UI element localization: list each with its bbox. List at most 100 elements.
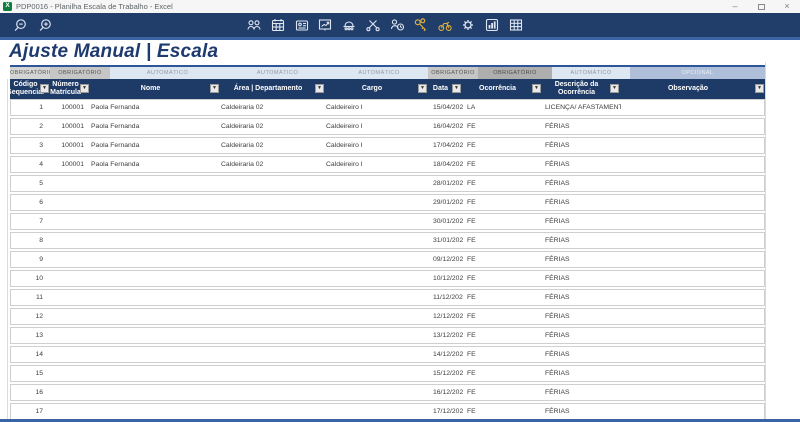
- column-header-data: Data ▼: [428, 79, 462, 99]
- cell-cargo: Caldeireiro I: [326, 104, 363, 111]
- table-row[interactable]: 13 13/12/2022 FE FÉRIAS: [10, 327, 765, 344]
- category-label-8: AUTOMÁTICO: [552, 67, 630, 79]
- table-row[interactable]: 14 14/12/2022 FE FÉRIAS: [10, 346, 765, 363]
- cell-nome: Paola Fernanda: [91, 104, 140, 111]
- cell-desc: FÉRIAS: [545, 199, 570, 206]
- table-row[interactable]: 11 11/12/2022 FE FÉRIAS: [10, 289, 765, 306]
- table-row[interactable]: 10 10/12/2022 FE FÉRIAS: [10, 270, 765, 287]
- cell-nome: [91, 214, 221, 229]
- cell-mat: 100001: [61, 142, 84, 149]
- table-row[interactable]: 1 100001 Paola Fernanda Caldeiraria 02 Calde…: [10, 99, 765, 116]
- filter-dropdown-cargo[interactable]: ▼: [418, 84, 427, 93]
- escala-table: OBRIGATÓRIO OBRIGATÓRIO AUTOMÁTICO AUTOMÁTI…: [10, 65, 765, 422]
- cell-oc: FE: [467, 199, 476, 206]
- filter-dropdown-oc[interactable]: ▼: [532, 84, 541, 93]
- shift-clock-icon[interactable]: [389, 17, 405, 33]
- cell-obs: [621, 252, 766, 267]
- cell-nome: Paola Fernanda: [91, 123, 140, 130]
- table-row[interactable]: 16 16/12/2022 FE FÉRIAS: [10, 384, 765, 401]
- cell-cargo: [326, 252, 429, 267]
- cell-data: 10/12/2022: [433, 275, 463, 282]
- cell-nome: [91, 195, 221, 210]
- cell-oc: FE: [467, 313, 476, 320]
- cell-cargo: Caldeireiro I: [326, 161, 363, 168]
- cell-cargo: [326, 366, 429, 381]
- zoom-controls: [12, 17, 53, 33]
- table-row[interactable]: 17 17/12/2022 FE FÉRIAS: [10, 403, 765, 420]
- table-row[interactable]: 15 15/12/2022 FE FÉRIAS: [10, 365, 765, 382]
- close-button[interactable]: ×: [784, 1, 790, 11]
- team-icon[interactable]: [246, 17, 262, 33]
- maximize-button[interactable]: [748, 0, 774, 13]
- cell-nome: [91, 309, 221, 324]
- filter-dropdown-data[interactable]: ▼: [452, 84, 461, 93]
- table-row[interactable]: 8 31/01/2022 FE FÉRIAS: [10, 232, 765, 249]
- table-row[interactable]: 3 100001 Paola Fernanda Caldeiraria 02 Calde…: [10, 137, 765, 154]
- filter-dropdown-nome[interactable]: ▼: [210, 84, 219, 93]
- cell-area: [221, 366, 326, 381]
- tools-icon[interactable]: [365, 17, 381, 33]
- calendar-icon[interactable]: [270, 17, 286, 33]
- category-label-1: OBRIGATÓRIO: [10, 67, 50, 79]
- table-row[interactable]: 4 100001 Paola Fernanda Caldeiraria 02 Calde…: [10, 156, 765, 173]
- cell-mat: 100001: [61, 161, 84, 168]
- cell-desc: FÉRIAS: [545, 408, 570, 415]
- table-row[interactable]: 6 29/01/2022 FE FÉRIAS: [10, 194, 765, 211]
- filter-dropdown-obs[interactable]: ▼: [755, 84, 764, 93]
- cell-area: [221, 176, 326, 191]
- machine-icon[interactable]: [341, 17, 357, 33]
- chart-board-icon[interactable]: [317, 17, 333, 33]
- zoom-in-button[interactable]: [37, 17, 53, 33]
- table-row[interactable]: 7 30/01/2022 FE FÉRIAS: [10, 213, 765, 230]
- filter-dropdown-mat[interactable]: ▼: [80, 84, 89, 93]
- cell-oc: FE: [467, 180, 476, 187]
- cell-desc: LICENÇA/ AFASTAMENTO: [545, 104, 621, 111]
- cell-nome: [91, 328, 221, 343]
- table-row[interactable]: 12 12/12/2022 FE FÉRIAS: [10, 308, 765, 325]
- cell-mat: [51, 176, 91, 191]
- cell-mat: [51, 271, 91, 286]
- cell-mat: [51, 385, 91, 400]
- cell-obs: [621, 328, 766, 343]
- cell-desc: FÉRIAS: [545, 142, 570, 149]
- cell-seq: 14: [35, 351, 43, 358]
- grid-icon[interactable]: [508, 17, 524, 33]
- filter-dropdown-desc[interactable]: ▼: [610, 84, 619, 93]
- cell-area: [221, 214, 326, 229]
- main-toolbar: [0, 13, 800, 37]
- cell-oc: FE: [467, 370, 476, 377]
- keys-icon[interactable]: [413, 17, 429, 33]
- zoom-out-button[interactable]: [12, 17, 28, 33]
- gear-icon[interactable]: [460, 17, 476, 33]
- filter-dropdown-seq[interactable]: ▼: [40, 84, 49, 93]
- window-controls: – ×: [722, 0, 800, 13]
- filter-dropdown-area[interactable]: ▼: [315, 84, 324, 93]
- cell-obs: [621, 385, 766, 400]
- cell-area: [221, 385, 326, 400]
- category-label-7: OBRIGATÓRIO: [478, 67, 552, 79]
- bar-chart-icon[interactable]: [484, 17, 500, 33]
- table-row[interactable]: 5 28/01/2022 FE FÉRIAS: [10, 175, 765, 192]
- cell-obs: [621, 138, 766, 153]
- minimize-button[interactable]: –: [732, 1, 738, 11]
- cell-obs: [621, 271, 766, 286]
- category-label-3: AUTOMÁTICO: [110, 67, 225, 79]
- cell-desc: FÉRIAS: [545, 237, 570, 244]
- cell-data: 12/12/2022: [433, 313, 463, 320]
- cell-seq: 16: [35, 389, 43, 396]
- excel-app-icon: X: [3, 2, 12, 11]
- column-header-label: Data: [432, 84, 449, 92]
- cell-seq: 10: [35, 275, 43, 282]
- cell-area: Caldeiraria 02: [221, 104, 264, 111]
- cell-seq: 13: [35, 332, 43, 339]
- cell-oc: FE: [467, 294, 476, 301]
- table-row[interactable]: 9 09/12/2022 FE FÉRIAS: [10, 251, 765, 268]
- table-row[interactable]: 2 100001 Paola Fernanda Caldeiraria 02 Calde…: [10, 118, 765, 135]
- badge-icon[interactable]: [294, 17, 310, 33]
- cell-data: 18/04/2022: [433, 161, 463, 168]
- cell-oc: FE: [467, 408, 476, 415]
- cell-nome: [91, 385, 221, 400]
- equipment-icon[interactable]: [437, 17, 453, 33]
- cell-area: [221, 252, 326, 267]
- cell-oc: FE: [467, 256, 476, 263]
